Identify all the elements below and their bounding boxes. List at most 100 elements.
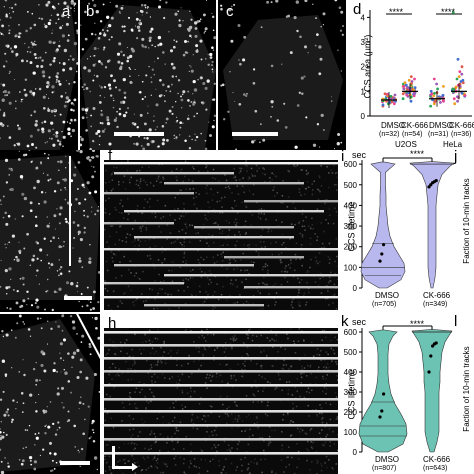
fluorescent-spot (126, 59, 129, 63)
fluorescent-spot (29, 28, 31, 30)
fluorescent-spot (165, 122, 167, 124)
fluorescent-spot (141, 98, 144, 101)
fluorescent-spot (188, 70, 190, 72)
fluorescent-spot (209, 56, 213, 59)
fluorescent-spot (80, 341, 83, 343)
fluorescent-spot (29, 393, 33, 397)
chart-d-point (381, 103, 385, 107)
fluorescent-spot (103, 32, 106, 34)
fluorescent-spot (4, 52, 7, 55)
fluorescent-spot (166, 139, 169, 142)
fluorescent-spot (52, 29, 54, 31)
fluorescent-spot (30, 114, 33, 117)
fluorescent-spot (77, 161, 81, 164)
fluorescent-spot (47, 0, 51, 4)
fluorescent-spot (162, 51, 165, 54)
fluorescent-spot (150, 27, 154, 31)
fluorescent-spot (102, 48, 105, 51)
fluorescent-spot (78, 408, 80, 410)
fluorescent-spot (81, 266, 84, 269)
fluorescent-spot (80, 293, 83, 295)
fluorescent-spot (171, 105, 174, 108)
fluorescent-spot (29, 51, 32, 54)
fluorescent-spot (61, 14, 65, 18)
fluorescent-spot (179, 126, 182, 129)
fluorescent-spot (254, 109, 258, 113)
fluorescent-spot (68, 99, 71, 102)
fluorescent-spot (8, 32, 11, 35)
fluorescent-spot (4, 375, 7, 378)
fluorescent-spot (80, 396, 82, 398)
fluorescent-spot (45, 3, 49, 7)
fluorescent-spot (8, 101, 12, 105)
fluorescent-spot (187, 99, 190, 102)
fluorescent-spot (3, 89, 7, 94)
fluorescent-spot (50, 109, 54, 113)
fluorescent-spot (44, 51, 47, 54)
fluorescent-spot (56, 370, 59, 373)
fluorescent-spot (62, 245, 65, 247)
fluorescent-spot (8, 29, 11, 32)
fluorescent-spot (56, 48, 59, 51)
fluorescent-spot (55, 321, 57, 323)
chart-d-point (412, 94, 416, 98)
violin-ytick-label: 100 (344, 263, 358, 272)
fluorescent-spot (44, 308, 46, 311)
fluorescent-spot (70, 1, 74, 5)
chart-d-n-4: (n=36) (451, 131, 472, 138)
fluorescent-spot (1, 24, 5, 28)
fluorescent-spot (79, 238, 83, 242)
fluorescent-spot (15, 52, 19, 56)
fluorescent-spot (153, 74, 155, 76)
fluorescent-spot (68, 58, 70, 61)
kymograph-track (104, 282, 184, 285)
fluorescent-spot (87, 405, 90, 408)
fluorescent-spot (48, 84, 51, 87)
fluorescent-spot (21, 192, 25, 196)
fluorescent-spot (35, 361, 37, 364)
fluorescent-spot (35, 298, 39, 302)
fluorescent-spot (173, 138, 175, 140)
kymograph-track (104, 370, 338, 373)
fluorescent-spot (43, 23, 46, 25)
fluorescent-spot (67, 380, 71, 383)
fluorescent-spot (192, 93, 194, 95)
fluorescent-spot (118, 107, 121, 111)
fluorescent-spot (34, 123, 38, 127)
fluorescent-spot (40, 363, 44, 367)
fluorescent-spot (169, 90, 172, 93)
fluorescent-spot (34, 215, 38, 219)
chart-d-ytick-label: 2 (361, 63, 366, 72)
fluorescent-spot (330, 96, 333, 98)
fluorescent-spot (88, 191, 92, 195)
fluorescent-spot (86, 286, 89, 289)
fluorescent-spot (38, 17, 40, 19)
fluorescent-spot (323, 129, 325, 131)
fluorescent-spot (55, 131, 59, 135)
fluorescent-spot (112, 106, 115, 109)
fluorescent-spot (35, 166, 39, 170)
fluorescent-spot (154, 45, 156, 48)
kymograph-track (114, 172, 234, 175)
fluorescent-spot (77, 233, 80, 236)
fluorescent-spot (179, 121, 183, 125)
fluorescent-spot (1, 359, 6, 363)
fluorescent-spot (208, 121, 210, 123)
fluorescent-spot (146, 6, 149, 9)
fluorescent-spot (207, 54, 209, 56)
chart-d-point (432, 77, 436, 81)
fluorescent-spot (285, 15, 289, 18)
fluorescent-spot (69, 67, 73, 71)
fluorescent-spot (239, 62, 242, 66)
fluorescent-spot (53, 133, 55, 136)
fluorescent-spot (150, 94, 152, 96)
fluorescent-spot (40, 191, 44, 194)
fluorescent-spot (52, 236, 55, 239)
fluorescent-spot (31, 258, 35, 262)
fluorescent-spot (106, 116, 110, 120)
fluorescent-spot (36, 305, 40, 309)
kymograph-track (144, 304, 264, 307)
fluorescent-spot (76, 62, 78, 65)
fluorescent-spot (63, 240, 65, 243)
fluorescent-spot (91, 150, 96, 153)
